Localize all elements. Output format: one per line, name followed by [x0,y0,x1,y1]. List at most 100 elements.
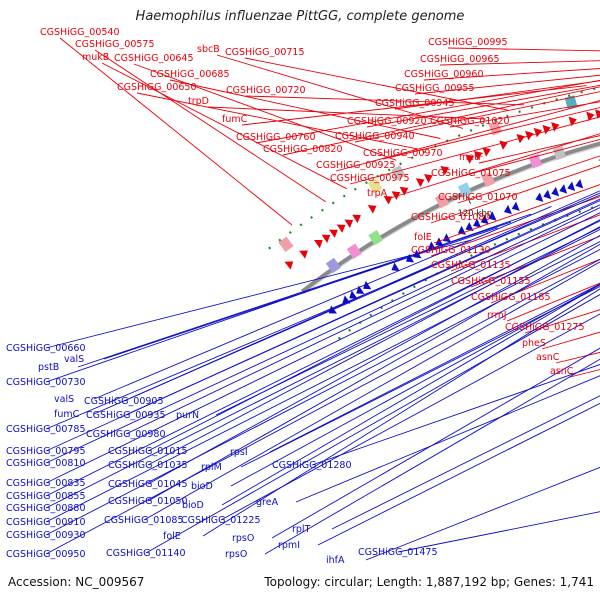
reverse-label-leader [240,286,600,468]
reverse-gene-label: rpsI [230,447,248,458]
reverse-gene-label: rplM [201,462,222,473]
reverse-gene-arrow [442,233,451,243]
reverse-label-leader [93,192,600,415]
reverse-label-leader [311,364,600,466]
reverse-label-leader [271,347,600,539]
cog-category-block [368,229,384,246]
forward-gene-label: CGSHiGG_01135 [431,260,511,271]
reverse-label-leader [45,200,600,452]
forward-gene-label: trpA [367,188,388,199]
forward-label-leader [447,47,600,52]
forward-gene-arrow [299,250,308,259]
cog-category-block [435,193,450,209]
forward-gene-label: CGSHiGG_00650 [117,82,197,93]
reverse-gene-label: rpsO [225,549,247,560]
reverse-label-leader [295,375,600,503]
forward-label-leader [366,84,600,128]
forward-label-leader [450,138,600,180]
reverse-label-leader [202,288,600,537]
forward-label-leader [430,165,600,224]
forward-label-leader [470,235,600,288]
forward-gene-arrow [533,127,543,138]
forward-label-leader [457,155,600,204]
reverse-label-leader [45,228,600,509]
forward-gene-label: CGSHiGG_00970 [363,148,443,159]
forward-label-leader [439,60,600,66]
reverse-gene-arrow [488,211,497,221]
reverse-label-leader [365,466,600,561]
reverse-gene-label: CGSHiGG_01050 [108,496,188,507]
forward-label-leader [169,79,441,139]
forward-gene-label: CGSHiGG_00920 [347,116,427,127]
reverse-gene-label: rpmI [278,540,300,551]
reverse-gene-label: CGSHiGG_00855 [6,491,86,502]
reverse-gene-label: bioD [182,500,204,511]
forward-gene-arrow [516,134,525,144]
reverse-gene-label: greA [256,497,279,508]
forward-gene-arrow [482,147,491,157]
forward-gene-label: trpD [188,96,209,107]
reverse-gene-label: ihfA [326,555,345,566]
reverse-label-leader [45,194,600,430]
reverse-gene-arrow [543,189,552,200]
reverse-gene-label: CGSHiGG_00660 [6,343,86,354]
forward-gene-arrow [399,186,409,196]
forward-gene-arrow [336,224,346,233]
scale-tick [466,196,472,205]
reverse-label-leader [45,213,532,383]
forward-gene-arrow [465,154,474,164]
forward-gene-label: fumC [222,114,248,125]
forward-gene-arrow [586,111,595,122]
reverse-gene-label: pstB [38,362,59,373]
forward-gene-label: asnC [536,352,560,363]
forward-gene-label: CGSHiGG_00820 [263,144,343,155]
reverse-label-leader [125,207,600,435]
reverse-gene-label: valS [64,354,84,365]
forward-gene-label: CGSHiGG_00575 [75,39,155,50]
forward-gene-label: CGSHiGG_00945 [375,98,455,109]
reverse-label-leader [93,205,552,400]
reverse-gene-arrow [567,181,576,192]
forward-label-leader [354,91,600,143]
reverse-gene-label: CGSHiGG_00905 [84,396,164,407]
forward-gene-arrow [284,261,294,270]
forward-gene-label: CGSHiGG_00995 [428,37,508,48]
reverse-label-leader [147,219,600,452]
forward-gene-label: CGSHiGG_00925 [316,160,396,171]
feature-tracks [268,86,600,340]
cog-category-block [325,257,341,274]
forward-gene-label: CGSHiGG_01275 [505,322,585,333]
reverse-gene-arrow [349,290,358,299]
forward-gene-label: CGSHiGG_01080 [411,212,491,223]
forward-gene-label: CGSHiGG_00955 [395,83,475,94]
forward-gene-label: CGSHiGG_00760 [236,132,316,143]
forward-label-leader [414,74,600,95]
forward-gene-label: folE [414,232,432,243]
forward-gene-arrow [473,150,483,161]
forward-gene-label: sbcB [197,44,220,55]
scale-tick-label: 140 kbp [598,159,600,169]
reverse-gene-label: CGSHiGG_00785 [6,424,86,435]
forward-label-leader [430,196,600,257]
reverse-label-leader [45,241,600,523]
reverse-gene-label: purN [176,410,199,421]
forward-gene-arrow [329,229,338,238]
reverse-gene-label: CGSHiGG_01280 [272,460,352,471]
reverse-gene-label: CGSHiGG_00810 [6,458,86,469]
reverse-label-leader [220,313,600,521]
reverse-label-leader [317,402,600,546]
forward-gene-label: CGSHiGG_00965 [420,54,500,65]
forward-label-leader [335,100,600,172]
cog-category-block [278,236,294,253]
forward-gene-label: CGSHiGG_01075 [431,168,511,179]
scale-ticks: 120 kbp140 kbp160 kbp180 kbp200 kbp220 k… [457,159,600,219]
forward-label-leader [382,107,600,160]
reverse-gene-arrow [391,262,400,272]
reverse-label-leader [143,261,600,521]
reverse-label-leader [45,212,600,484]
forward-gene-label: CGSHiGG_00960 [404,69,484,80]
forward-gene-arrow [415,178,425,188]
reverse-gene-label: CGSHiGG_00910 [6,517,86,528]
